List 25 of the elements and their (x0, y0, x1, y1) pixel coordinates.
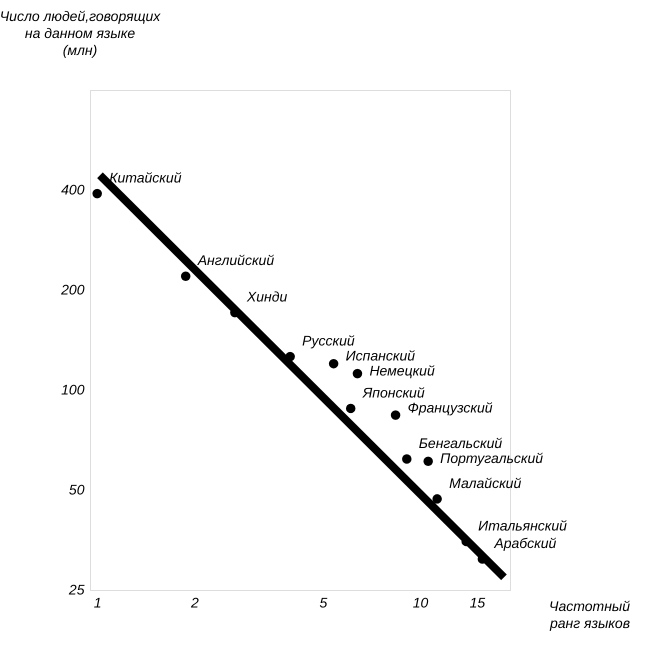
annotation: Итальянский (478, 517, 568, 534)
annotation: Французский (408, 399, 493, 416)
annotation: Английский (196, 252, 274, 268)
y-tick-label: 50 (68, 482, 85, 498)
annotation: Бенгальский (418, 434, 502, 451)
y-tick-label: 100 (61, 382, 85, 398)
x-axis-title: Частотный ранг языков (548, 598, 630, 631)
annotation: Испанский (346, 348, 416, 364)
annotation: Русский (302, 332, 355, 349)
y-tick-label: 200 (60, 282, 85, 298)
y-tick-label: 400 (61, 182, 85, 198)
annotation: Хинди (246, 288, 288, 305)
x-tick-label: 2 (190, 594, 199, 610)
x-tick-label: 15 (470, 594, 486, 610)
annotation: Малайский (449, 474, 522, 491)
annotation: Китайский (109, 170, 182, 186)
annotation: Немецкий (369, 362, 435, 379)
y-tick-label: 25 (68, 582, 85, 598)
annotation: Португальский (440, 450, 544, 466)
x-tick-label: 5 (319, 594, 328, 610)
y-axis-title: Число людей,говорящих на данном языке (млн) (0, 8, 162, 58)
x-tick-label: 1 (94, 594, 102, 610)
x-tick-label: 10 (412, 594, 429, 610)
annotation: Японский (362, 384, 425, 400)
annotation: Арабский (493, 534, 557, 551)
